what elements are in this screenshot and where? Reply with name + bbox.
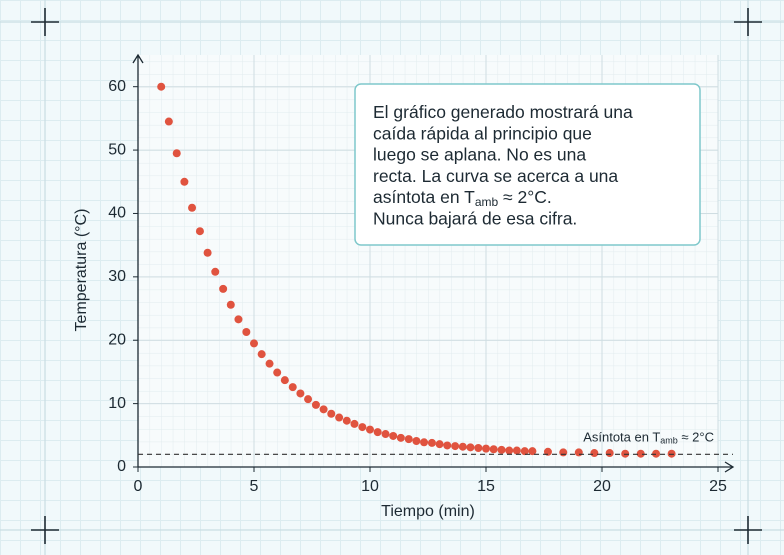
point <box>482 444 490 453</box>
point <box>180 177 189 186</box>
annotation-line: Nunca bajará de esa cifra. <box>373 208 577 228</box>
point <box>288 383 297 392</box>
point <box>219 284 228 293</box>
x-tick-label: 0 <box>134 478 143 495</box>
point <box>164 117 173 126</box>
point <box>327 409 336 418</box>
point <box>280 376 289 385</box>
annotation-text: asíntota en T <box>373 187 475 207</box>
point <box>250 339 258 348</box>
point <box>311 400 320 409</box>
point <box>427 438 436 447</box>
y-tick-label: 40 <box>108 205 126 222</box>
point <box>304 395 313 404</box>
point <box>381 430 390 439</box>
point <box>273 368 282 377</box>
point <box>265 359 274 368</box>
point <box>203 248 212 257</box>
point <box>404 435 413 444</box>
point <box>234 315 243 324</box>
asymptote-label: Asíntota en Tamb ≈ 2°C <box>583 430 714 446</box>
point <box>621 449 630 458</box>
point <box>319 405 328 414</box>
x-tick-label: 10 <box>361 478 379 495</box>
axes: 0 10 20 30 40 50 60 0 5 10 15 20 25 Asíntota en Tamb … <box>108 53 735 495</box>
y-tick-label: 50 <box>108 141 126 158</box>
annotation-text: recta. La curva se acerca a una <box>373 166 618 186</box>
annotation-line: recta. La curva se acerca a una <box>373 166 618 186</box>
y-axis <box>132 53 144 467</box>
point <box>172 149 181 158</box>
point <box>335 413 344 422</box>
point <box>667 449 676 458</box>
point <box>396 433 405 442</box>
x-axis-title: Tiempo (min) <box>381 503 475 520</box>
annotation-text: caída rápida al principio que <box>373 123 592 143</box>
annotation-line: El gráfico generado mostrará una <box>373 102 633 122</box>
annotation-line: caída rápida al principio que <box>373 123 592 143</box>
point <box>373 428 382 437</box>
point <box>443 441 452 450</box>
point <box>242 327 251 336</box>
point <box>358 423 367 432</box>
point <box>157 82 166 91</box>
point <box>497 445 506 454</box>
x-tick-label: 5 <box>250 478 259 495</box>
point <box>559 448 568 457</box>
point <box>489 445 498 454</box>
x-tick-label: 25 <box>709 478 727 495</box>
annotation-text: Nunca bajará de esa cifra. <box>373 208 577 228</box>
point <box>652 449 661 458</box>
y-tick-label: 30 <box>108 268 126 285</box>
annotation-text: luego se aplana. No es una <box>373 144 586 164</box>
point <box>211 267 220 276</box>
point <box>257 350 266 359</box>
x-axis <box>138 461 735 473</box>
point <box>389 431 398 440</box>
point <box>458 442 467 451</box>
point <box>590 449 599 458</box>
point <box>420 438 429 447</box>
label-part: ≈ 2°C <box>678 430 714 445</box>
point <box>435 440 444 449</box>
point <box>342 416 351 425</box>
annotation-text: ≈ 2°C. <box>498 187 552 207</box>
point <box>195 227 204 236</box>
point <box>226 300 235 309</box>
point <box>451 442 460 451</box>
annotation-line: luego se aplana. No es una <box>373 144 586 164</box>
point <box>412 437 421 446</box>
y-tick-label: 60 <box>108 78 126 95</box>
annotation-line: asíntota en Tamb ≈ 2°C. <box>373 187 552 210</box>
x-tick-label: 15 <box>477 478 495 495</box>
points <box>157 82 676 458</box>
point <box>366 425 374 434</box>
point <box>528 447 537 456</box>
y-tick-label: 0 <box>117 458 126 475</box>
point <box>636 449 645 458</box>
point <box>466 443 475 452</box>
point <box>605 449 614 458</box>
x-tick-label: 20 <box>593 478 611 495</box>
annotation-text: El gráfico generado mostrará una <box>373 102 633 122</box>
annotation-box <box>354 83 701 246</box>
point <box>505 446 514 455</box>
point <box>574 448 583 457</box>
y-tick-label: 10 <box>108 395 126 412</box>
point <box>350 419 359 428</box>
point <box>520 447 529 456</box>
y-tick-label: 20 <box>108 331 126 348</box>
subscript: amb <box>475 195 499 209</box>
point <box>474 443 483 452</box>
point <box>512 446 521 455</box>
y-axis-title: Temperatura (°C) <box>73 209 90 332</box>
point <box>296 389 305 398</box>
label-part: Asíntota en T <box>583 430 660 445</box>
point <box>188 203 197 212</box>
subscript: amb <box>660 436 678 446</box>
